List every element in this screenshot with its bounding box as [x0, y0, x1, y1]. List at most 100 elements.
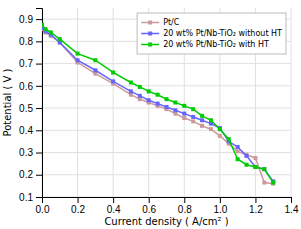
- series-marker: [129, 80, 133, 84]
- series-marker: [200, 114, 204, 118]
- tick-mark: [184, 197, 185, 203]
- series-marker: [253, 156, 257, 160]
- tick: 0.8: [178, 197, 192, 215]
- legend-marker: [148, 21, 152, 25]
- series-marker: [218, 127, 222, 131]
- series-marker: [173, 108, 177, 112]
- tick-label: 0.4: [19, 125, 33, 136]
- tick-mark: [36, 108, 42, 109]
- tick: 0.4: [107, 197, 121, 215]
- tick-mark: [36, 86, 42, 87]
- tick-label: 0.1: [19, 192, 33, 203]
- grid-line: [42, 152, 291, 153]
- series-marker: [245, 154, 249, 158]
- y-axis: 0.1 0.2 0.3 0.4 0.5 0.6 0.7 0.8 0.9: [19, 9, 42, 203]
- series-marker: [200, 124, 204, 128]
- series-marker: [253, 165, 257, 169]
- series-marker: [191, 107, 195, 111]
- legend-box: [137, 13, 286, 54]
- series-marker: [236, 149, 240, 153]
- tick-mark: [36, 130, 42, 131]
- series-marker: [156, 93, 160, 97]
- chart: 0.00.20.40.60.81.01.21.40.10.20.30.40.50…: [0, 0, 301, 229]
- series-marker: [182, 104, 186, 108]
- series-marker: [182, 112, 186, 116]
- series-marker: [209, 118, 213, 122]
- tick-mark: [149, 197, 150, 203]
- grid-line: [42, 174, 291, 175]
- tick: 1.2: [249, 197, 263, 215]
- series-marker: [111, 70, 115, 74]
- tick-mark: [78, 197, 79, 203]
- legend-marker: [148, 43, 152, 47]
- series-marker: [182, 116, 186, 120]
- tick: 0.4: [19, 125, 42, 136]
- grid-line: [113, 8, 114, 197]
- series-marker: [218, 134, 222, 138]
- tick: 0.8: [19, 36, 42, 47]
- tick: 0.5: [19, 103, 42, 114]
- series-marker: [76, 52, 80, 56]
- tick-label: 0.0: [36, 204, 50, 215]
- series-marker: [173, 101, 177, 105]
- series-marker: [147, 98, 151, 102]
- tick: 0.0: [36, 197, 50, 215]
- series-marker: [165, 105, 169, 109]
- series-marker: [42, 23, 44, 27]
- grid-line: [77, 8, 78, 197]
- tick-label: 0.3: [19, 147, 33, 158]
- series-marker: [209, 127, 213, 131]
- series-marker: [236, 145, 240, 149]
- grid-line: [42, 85, 291, 86]
- x-axis: 0.00.20.40.60.81.01.21.4: [36, 197, 299, 215]
- tick-mark: [36, 197, 42, 198]
- axis-line: [43, 198, 292, 204]
- legend-label: Pt/C: [163, 18, 180, 27]
- series-marker: [44, 27, 48, 31]
- tick-label: 0.2: [71, 204, 85, 215]
- series-marker: [111, 79, 115, 83]
- tick-mark: [291, 197, 292, 203]
- tick-label: 0.9: [19, 14, 33, 25]
- tick-label: 0.6: [19, 81, 33, 92]
- series-marker: [245, 163, 249, 167]
- tick: 0.2: [71, 197, 85, 215]
- x-axis-title: Current density ( A/cm² ): [104, 216, 228, 227]
- tick-label: 0.6: [142, 204, 156, 215]
- tick-label: 0.2: [19, 169, 33, 180]
- axis-line: [36, 9, 43, 198]
- series-marker: [271, 181, 275, 185]
- legend-label: 20 wt% Pt/Nb-TiO₂ with HT: [163, 40, 269, 49]
- tick: 0.2: [19, 169, 42, 180]
- series-marker: [262, 167, 266, 171]
- series-marker: [129, 89, 133, 93]
- tick-mark: [36, 19, 42, 20]
- legend: Pt/C 20 wt% Pt/Nb-TiO₂ without HT 20 wt% P…: [137, 13, 286, 54]
- tick: 0.7: [19, 58, 42, 69]
- series-marker: [156, 102, 160, 106]
- series-marker: [165, 97, 169, 101]
- series-marker: [200, 118, 204, 122]
- tick-mark: [220, 197, 221, 203]
- series-marker: [93, 68, 97, 72]
- tick-mark: [36, 41, 42, 42]
- tick: 0.3: [19, 147, 42, 158]
- tick: 0.9: [19, 14, 42, 25]
- y-axis-title: Potential ( V ): [2, 68, 13, 136]
- series-marker: [262, 181, 266, 185]
- series-marker: [76, 58, 80, 62]
- grid: [42, 8, 291, 197]
- tick: 0.6: [19, 81, 42, 92]
- grid-line: [42, 130, 291, 131]
- tick: 1.4: [285, 197, 299, 215]
- series-marker: [93, 58, 97, 62]
- series-marker: [138, 94, 142, 98]
- legend-label: 20 wt% Pt/Nb-TiO₂ without HT: [163, 29, 282, 38]
- series-marker: [236, 157, 240, 161]
- series-marker: [49, 30, 53, 34]
- series-marker: [227, 137, 231, 141]
- series-marker: [262, 167, 266, 171]
- grid-line: [291, 8, 292, 197]
- tick-mark: [36, 64, 42, 65]
- tick-label: 1.2: [249, 204, 263, 215]
